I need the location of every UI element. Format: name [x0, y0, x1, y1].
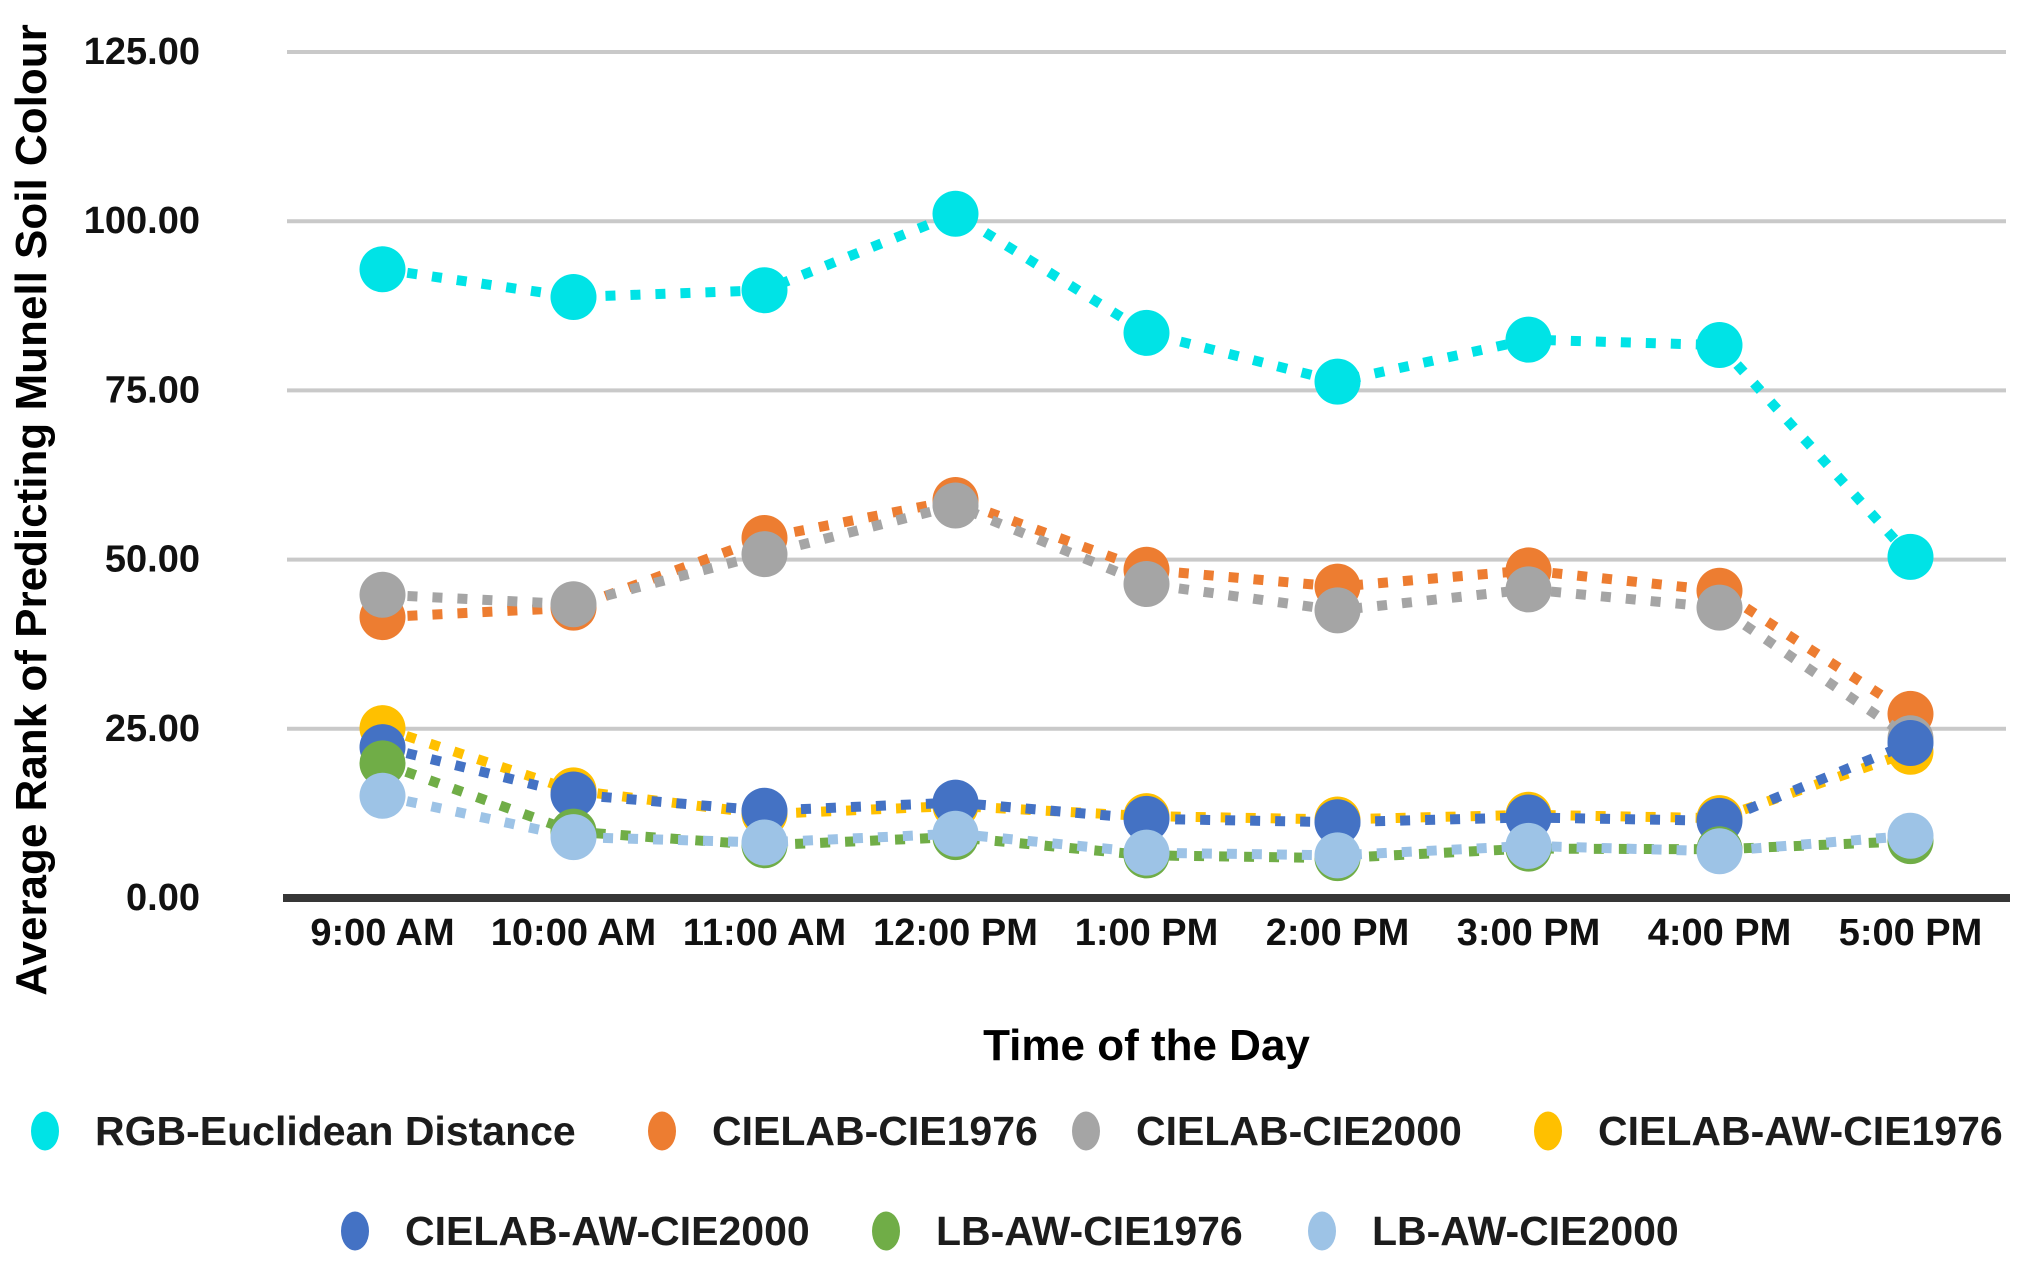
data-point[interactable]: [741, 819, 788, 866]
legend-item[interactable]: CIELAB-AW-CIE2000: [341, 1208, 810, 1254]
legend-label: CIELAB-CIE1976: [712, 1108, 1038, 1154]
data-point[interactable]: [1696, 584, 1743, 631]
x-tick-label: 11:00 AM: [683, 912, 846, 954]
x-tick-label: 1:00 PM: [1075, 912, 1219, 954]
data-point[interactable]: [1696, 828, 1743, 875]
series-rgb-euclidean-distance: [359, 190, 1934, 580]
series-line: [381, 738, 1913, 828]
legend-item[interactable]: LB-AW-CIE1976: [872, 1208, 1243, 1254]
data-point[interactable]: [359, 740, 406, 787]
data-point[interactable]: [1314, 799, 1361, 846]
data-point[interactable]: [932, 810, 979, 857]
x-tick-label: 4:00 PM: [1648, 912, 1792, 954]
data-point[interactable]: [1887, 533, 1934, 580]
y-tick-label: 100.00: [84, 200, 200, 242]
legend-marker-icon: [31, 1111, 59, 1151]
data-point[interactable]: [1123, 560, 1170, 607]
data-point[interactable]: [550, 274, 597, 321]
legend-label: CIELAB-AW-CIE2000: [405, 1208, 810, 1254]
legend-marker-icon: [1308, 1211, 1336, 1251]
legend-label: CIELAB-CIE2000: [1136, 1108, 1462, 1154]
x-tick-label: 2:00 PM: [1266, 912, 1410, 954]
data-point[interactable]: [359, 571, 406, 618]
data-point[interactable]: [1314, 587, 1361, 634]
legend-item[interactable]: CIELAB-AW-CIE1976: [1534, 1108, 2003, 1154]
legend-label: CIELAB-AW-CIE1976: [1598, 1108, 2003, 1154]
series-cielab-cie2000: [359, 482, 1934, 762]
x-tick-label: 9:00 AM: [310, 912, 454, 954]
legend-item[interactable]: CIELAB-CIE1976: [648, 1108, 1038, 1154]
legend-item[interactable]: RGB-Euclidean Distance: [31, 1108, 576, 1154]
series-lb-aw-cie2000: [359, 772, 1934, 879]
x-tick-label: 5:00 PM: [1839, 912, 1983, 954]
data-point[interactable]: [1696, 322, 1743, 369]
data-point[interactable]: [741, 267, 788, 314]
series-line: [381, 208, 1915, 561]
data-point[interactable]: [1887, 812, 1934, 859]
y-tick-label: 75.00: [105, 369, 200, 411]
data-point[interactable]: [1505, 822, 1552, 869]
data-point[interactable]: [359, 772, 406, 819]
series-line: [382, 500, 1914, 743]
data-point[interactable]: [741, 787, 788, 834]
series-line: [381, 790, 1911, 861]
data-point[interactable]: [1887, 720, 1934, 767]
y-tick-label: 25.00: [105, 708, 200, 750]
data-point[interactable]: [1314, 358, 1361, 405]
x-tick-label: 10:00 AM: [491, 912, 656, 954]
legend-marker-icon: [1072, 1111, 1100, 1151]
data-point[interactable]: [359, 246, 406, 293]
x-tick-label: 3:00 PM: [1457, 912, 1601, 954]
data-point[interactable]: [550, 814, 597, 861]
data-point[interactable]: [741, 531, 788, 578]
data-point[interactable]: [1123, 309, 1170, 356]
data-point[interactable]: [1505, 316, 1552, 363]
data-point[interactable]: [550, 771, 597, 818]
legend-label: LB-AW-CIE1976: [936, 1208, 1243, 1254]
x-axis-title: Time of the Day: [983, 1021, 1310, 1070]
legend-marker-icon: [341, 1211, 369, 1251]
data-point[interactable]: [1123, 829, 1170, 876]
data-point[interactable]: [1314, 832, 1361, 879]
y-tick-label: 0.00: [126, 877, 200, 919]
y-axis-title: Average Rank of Predicting Munell Soil C…: [7, 24, 56, 995]
legend-item[interactable]: LB-AW-CIE2000: [1308, 1208, 1679, 1254]
data-point[interactable]: [932, 482, 979, 529]
data-point[interactable]: [932, 190, 979, 237]
legend-item[interactable]: CIELAB-CIE2000: [1072, 1108, 1462, 1154]
legend-marker-icon: [872, 1211, 900, 1251]
legend-label: RGB-Euclidean Distance: [95, 1108, 576, 1154]
data-point[interactable]: [550, 581, 597, 628]
data-point[interactable]: [1505, 566, 1552, 613]
legend-label: LB-AW-CIE2000: [1372, 1208, 1679, 1254]
legend-marker-icon: [1534, 1111, 1562, 1151]
x-tick-label: 12:00 PM: [873, 912, 1038, 954]
legend-marker-icon: [648, 1111, 676, 1151]
data-point[interactable]: [1123, 795, 1170, 842]
y-tick-label: 50.00: [105, 539, 200, 581]
y-tick-label: 125.00: [84, 31, 200, 73]
